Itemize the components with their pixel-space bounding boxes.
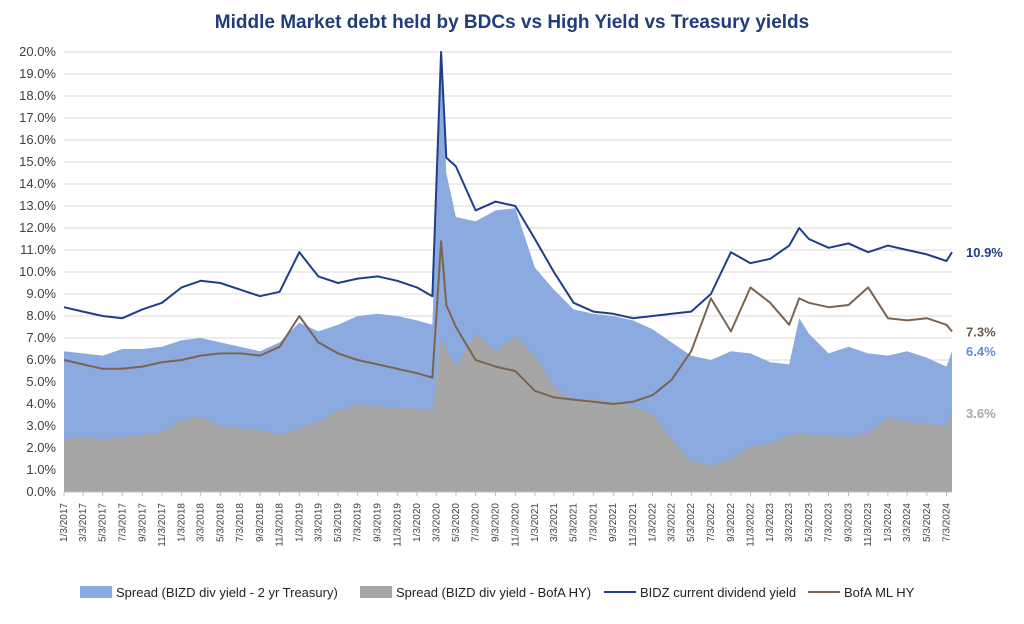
area-spread-bizd-div-yield-2-yr-treasury (64, 60, 952, 493)
x-tick-label: 9/3/2017 (137, 503, 148, 542)
x-tick-label: 11/3/2021 (628, 503, 639, 547)
legend-swatch-spread-bizd-div-yield-bofa-hy (360, 586, 392, 598)
y-tick-label: 7.0% (26, 330, 56, 345)
x-tick-label: 7/3/2017 (117, 503, 128, 542)
x-tick-label: 1/3/2022 (648, 503, 659, 542)
y-tick-label: 6.0% (26, 352, 56, 367)
x-tick-label: 11/3/2023 (863, 503, 874, 547)
x-tick-label: 9/3/2019 (373, 503, 384, 542)
x-tick-label: 3/3/2020 (431, 503, 442, 542)
y-tick-label: 5.0% (26, 374, 56, 389)
end-label-spread-bizd-div-yield-bofa-hy: 3.6% (966, 406, 996, 421)
x-tick-label: 9/3/2022 (726, 503, 737, 542)
line-series (63, 51, 953, 405)
x-tick-label: 5/3/2020 (451, 503, 462, 542)
x-tick-label: 1/3/2020 (412, 503, 423, 542)
x-tick-label: 5/3/2018 (215, 503, 226, 542)
axes (63, 491, 952, 496)
x-tick-label: 5/3/2017 (98, 503, 109, 542)
x-tick-label: 5/3/2024 (922, 503, 933, 542)
x-tick-label: 5/3/2021 (569, 503, 580, 542)
y-tick-label: 16.0% (19, 132, 56, 147)
y-tick-labels: 0.0% 1.0% 2.0% 3.0% 4.0% 5.0% 6.0% 7.0% 8.0% 9.0%… (19, 44, 56, 499)
x-tick-label: 11/3/2022 (746, 503, 757, 547)
line-bidz-current-dividend-yield (63, 51, 953, 320)
area-spread-bizd-div-yield-bofa-hy (64, 333, 952, 492)
x-tick-label: 1/3/2018 (177, 503, 188, 542)
y-tick-label: 1.0% (26, 462, 56, 477)
x-tick-label: 3/3/2023 (784, 503, 795, 542)
y-tick-label: 19.0% (19, 66, 56, 81)
y-tick-label: 3.0% (26, 418, 56, 433)
x-tick-label: 7/3/2024 (942, 503, 953, 542)
x-tick-label: 5/3/2023 (804, 503, 815, 542)
y-tick-label: 14.0% (19, 176, 56, 191)
x-tick-label: 1/3/2017 (59, 503, 70, 542)
legend-label-spread-bizd-div-yield-bofa-hy: Spread (BIZD div yield - BofA HY) (396, 585, 591, 600)
end-label-bidz-current-dividend-yield: 10.9% (966, 245, 1003, 260)
x-tick-label: 7/3/2018 (235, 503, 246, 542)
x-tick-label: 3/3/2017 (78, 503, 89, 542)
y-tick-label: 13.0% (19, 198, 56, 213)
area-series (64, 60, 952, 493)
y-tick-label: 8.0% (26, 308, 56, 323)
x-tick-label: 7/3/2020 (471, 503, 482, 542)
x-tick-label: 11/3/2020 (510, 503, 521, 547)
y-tick-label: 12.0% (19, 220, 56, 235)
legend-label-bidz-current-dividend-yield: BIDZ current dividend yield (640, 585, 796, 600)
legend: Spread (BIZD div yield - 2 yr Treasury) S… (80, 585, 915, 600)
x-tick-label: 1/3/2024 (883, 503, 894, 542)
x-tick-label: 1/3/2019 (294, 503, 305, 542)
x-tick-label: 7/3/2021 (588, 503, 599, 542)
x-tick-label: 1/3/2021 (530, 503, 541, 542)
x-tick-label: 3/3/2018 (196, 503, 207, 542)
x-tick-label: 9/3/2020 (491, 503, 502, 542)
x-tick-label: 9/3/2021 (608, 503, 619, 542)
x-tick-label: 3/3/2024 (902, 503, 913, 542)
y-tick-label: 15.0% (19, 154, 56, 169)
y-tick-label: 20.0% (19, 44, 56, 59)
line-bofa-ml-hy (63, 240, 953, 405)
y-tick-label: 18.0% (19, 88, 56, 103)
x-tick-label: 3/3/2022 (667, 503, 678, 542)
y-tick-label: 2.0% (26, 440, 56, 455)
end-label-bofa-ml-hy: 7.3% (966, 324, 996, 339)
x-tick-label: 11/3/2017 (157, 503, 168, 547)
y-tick-label: 17.0% (19, 110, 56, 125)
x-tick-label: 7/3/2022 (706, 503, 717, 542)
chart-title: Middle Market debt held by BDCs vs High … (215, 12, 809, 33)
legend-swatch-spread-bizd-div-yield-2-yr-treasury (80, 586, 112, 598)
y-tick-label: 4.0% (26, 396, 56, 411)
x-tick-label: 7/3/2023 (824, 503, 835, 542)
y-tick-label: 11.0% (20, 242, 56, 257)
x-tick-label: 11/3/2018 (275, 503, 286, 547)
end-labels: 6.4% 3.6% 10.9% 7.3% (966, 245, 1003, 421)
x-tick-labels: 1/3/2017 3/3/2017 5/3/2017 7/3/2017 9/3/2017… (59, 503, 953, 547)
x-tick-label: 9/3/2018 (255, 503, 266, 542)
x-tick-label: 5/3/2022 (686, 503, 697, 542)
x-tick-label: 9/3/2023 (844, 503, 855, 542)
x-tick-label: 3/3/2021 (549, 503, 560, 542)
end-label-spread-bizd-div-yield-2-yr-treasury: 6.4% (966, 344, 996, 359)
y-tick-label: 10.0% (19, 264, 56, 279)
x-tick-label: 5/3/2019 (333, 503, 344, 542)
x-tick-label: 7/3/2019 (353, 503, 364, 542)
x-tick-label: 3/3/2019 (313, 503, 324, 542)
x-tick-label: 11/3/2019 (392, 503, 403, 547)
legend-label-spread-bizd-div-yield-2-yr-treasury: Spread (BIZD div yield - 2 yr Treasury) (116, 585, 338, 600)
y-tick-label: 0.0% (26, 484, 56, 499)
x-tick-label: 1/3/2023 (765, 503, 776, 542)
legend-label-bofa-ml-hy: BofA ML HY (844, 585, 915, 600)
y-tick-label: 9.0% (26, 286, 56, 301)
